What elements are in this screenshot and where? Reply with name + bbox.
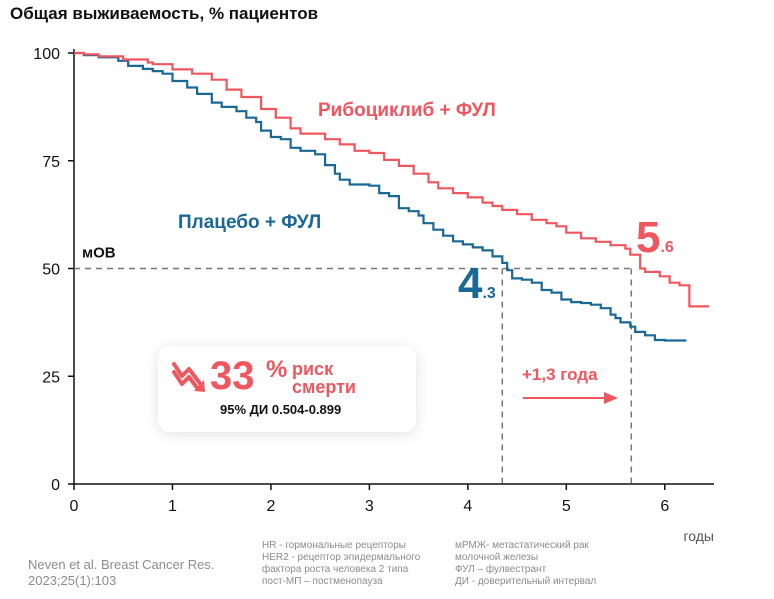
- hr-percent-sign: %: [266, 356, 288, 383]
- footnotes-right: мРМЖ- метастатический рак молочной желез…: [455, 540, 596, 588]
- x-axis-label: годы: [683, 528, 714, 544]
- x-tick-label: 2: [266, 498, 275, 515]
- placebo-series-label: Плацебо + ФУЛ: [178, 212, 321, 233]
- median-os-label: мОВ: [82, 245, 116, 262]
- ribociclib-survival-curve: [74, 51, 710, 308]
- y-tick-label: 100: [33, 46, 60, 63]
- ribociclib-median-value: 5.6: [636, 213, 674, 262]
- hr-text: риск смерти: [292, 360, 356, 396]
- placebo-median-major: 4: [458, 259, 483, 308]
- y-tick-label: 25: [42, 369, 60, 386]
- footnote-line: ДИ - доверительный интервал: [455, 576, 597, 587]
- x-tick-label: 6: [660, 498, 669, 515]
- placebo-median-minor: .3: [482, 285, 495, 302]
- ribociclib-median-major: 5: [636, 213, 660, 262]
- hr-confidence-interval: 95% ДИ 0.504-0.899: [220, 402, 342, 417]
- ribociclib-median-minor: .6: [660, 239, 673, 256]
- placebo-median-value: 4.3: [458, 259, 496, 308]
- placebo-survival-curve: [74, 51, 687, 342]
- hr-percent: 33: [210, 354, 255, 398]
- down-trend-arrow-icon: [172, 362, 205, 392]
- footnote-line: молочной железы: [455, 552, 539, 563]
- footnote-line: фактора роста человека 2 типа: [262, 564, 409, 575]
- footnote-line: мРМЖ- метастатический рак: [455, 540, 589, 551]
- footnote-line: HR - гормональные рецепторы: [262, 540, 406, 551]
- footnotes-left: HR - гормональные рецепторы HER2 - рецеп…: [262, 540, 420, 588]
- reference-line: Neven et al. Breast Cancer Res.: [28, 557, 215, 572]
- survival-gain-label: +1,3 года: [522, 365, 598, 384]
- footnote-line: пост-МП – постменопауза: [262, 576, 383, 587]
- chart-title: Общая выживаемость, % пациентов: [10, 4, 319, 23]
- y-tick-label: 0: [51, 477, 60, 494]
- footnote-line: ФУЛ – фулвестрант: [455, 564, 547, 575]
- x-tick-label: 4: [463, 498, 472, 515]
- gain-arrow-head-icon: [604, 392, 618, 404]
- x-tick-label: 1: [168, 498, 177, 515]
- y-tick-label: 50: [42, 262, 60, 279]
- ribociclib-series-label: Рибоциклиб + ФУЛ: [318, 100, 496, 121]
- x-tick-label: 0: [70, 498, 79, 515]
- reference: Neven et al. Breast Cancer Res. 2023;25(…: [28, 557, 214, 589]
- y-tick-label: 75: [42, 154, 60, 171]
- hr-text-line1: риск: [292, 359, 334, 379]
- x-tick-label: 3: [365, 498, 374, 515]
- hazard-ratio-card: 33 % риск смерти 95% ДИ 0.504-0.899: [158, 346, 416, 432]
- x-tick-label: 5: [562, 498, 571, 515]
- reference-line: 2023;25(1):103: [28, 573, 117, 588]
- footnote-line: HER2 - рецептор эпидермального: [262, 552, 421, 563]
- hr-text-line2: смерти: [292, 377, 356, 397]
